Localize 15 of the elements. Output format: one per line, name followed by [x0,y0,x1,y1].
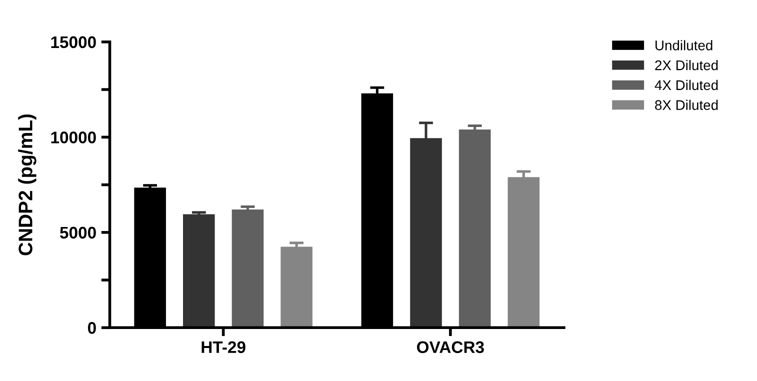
y-tick-label: 15000 [51,36,96,48]
y-tick-label: 0 [88,322,96,334]
y-axis-title: CNDP2 (pg/mL) [18,114,36,256]
x-tick-label: OVACR3 [416,341,484,354]
y-tick-label: 10000 [51,132,96,144]
x-tick-label: HT-29 [202,341,246,354]
y-tick-label: 5000 [60,226,96,239]
legend-label: 4X Diluted [654,80,718,90]
bar [232,210,264,328]
bar [458,130,491,328]
legend-label: 8X Diluted [655,100,718,110]
legend-label: Undiluted [656,40,712,50]
bar [280,246,312,328]
legend-label: 2X Diluted [655,60,718,70]
bar [183,214,215,328]
